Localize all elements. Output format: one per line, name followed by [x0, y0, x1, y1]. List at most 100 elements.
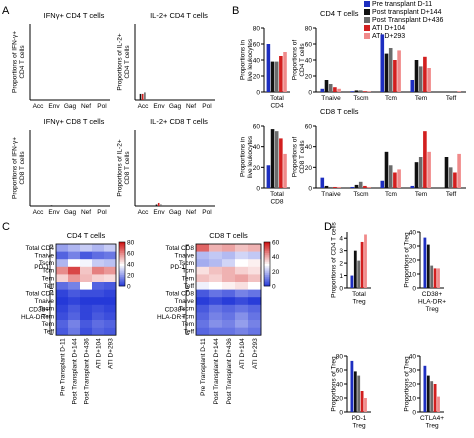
legend-label-3: ATI D+104	[372, 25, 405, 32]
chart-c2-row-label: Teff	[184, 329, 195, 336]
chart-b4-bar-tcm-s0	[380, 180, 385, 188]
chart-d3-bar-pd-1-treg-s4	[364, 398, 367, 412]
chart-d4-ylabel: Proportions of Treg	[403, 356, 410, 412]
chart-c2-cell	[235, 320, 249, 328]
chart-c1-cell	[92, 327, 105, 336]
chart-c1-cell	[92, 251, 105, 260]
chart-b2-bar-tem-s0	[410, 80, 415, 92]
chart-c1-cell	[68, 244, 81, 252]
chart-a4-title: IL-2+ CD8 T cells	[150, 117, 208, 126]
chart-b4-bar-tcm-s2	[388, 165, 393, 188]
chart-a1-xtick-label: Pol	[97, 103, 107, 110]
chart-b4-bar-tem-s4	[427, 151, 431, 188]
chart-c2-colorbar-step	[264, 282, 270, 285]
chart-b3-tick-label: 40	[253, 144, 261, 151]
chart-b3-tick-label: 20	[253, 165, 261, 172]
chart-c2-cell	[222, 327, 236, 336]
chart-c2-group-label: HLA-DR+	[157, 314, 185, 321]
chart-c2-cell	[222, 251, 236, 260]
chart-b2-xtick-label: Tscm	[353, 95, 368, 102]
chart-c1-cell	[92, 244, 105, 252]
chart-c2-cell	[248, 244, 262, 252]
chart-c1-cell	[68, 251, 81, 260]
legend-swatch-0	[364, 1, 370, 7]
chart-c2-row-label: Tnaive	[174, 253, 194, 260]
chart-c2-row-label: Teff	[184, 283, 195, 290]
chart-b3-tick-label: 0	[256, 186, 260, 193]
chart-c2-colorbar-step	[264, 278, 270, 281]
chart-c1-colorbar-tick: 20	[127, 273, 135, 280]
chart-c2-colorbar-step	[264, 271, 270, 274]
chart-c2-cell	[235, 251, 249, 260]
chart-b1-ylabel: live leukocytes	[247, 38, 254, 81]
chart-c1-cell	[68, 274, 81, 283]
legend-swatch-2	[364, 17, 370, 23]
chart-c2-cell	[222, 274, 236, 283]
chart-b1-tick-label: 20	[253, 74, 261, 81]
chart-c2-cell	[196, 282, 210, 290]
chart-c1-cell	[104, 327, 117, 336]
chart-c1-row-label: Tem	[42, 321, 54, 328]
chart-c2-colorbar-tick: 20	[272, 269, 280, 276]
chart-c2-title: CD8 T cells	[209, 231, 248, 240]
chart-d4-bar-ctla4-treg-s1	[426, 375, 430, 412]
chart-c2-colorbar-step	[264, 267, 270, 270]
chart-b4-tick-label: 20	[305, 165, 313, 172]
chart-b4-bar-teff-s2	[448, 167, 453, 188]
chart-c2-colorbar-step	[264, 262, 270, 265]
chart-d4-tick-label: 30	[409, 368, 417, 375]
chart-a3-xtick-label: Env	[48, 209, 60, 216]
chart-a3-xtick-label: Pol	[97, 209, 107, 216]
chart-a3-ylabel: Proportions of IFN-γ+	[12, 137, 19, 199]
chart-b3-xtick-label: Total	[270, 191, 284, 198]
chart-c2-cell	[248, 282, 262, 290]
chart-b2-bar-tscm-s3	[363, 91, 367, 92]
chart-c1-row-label: Tnaive	[34, 253, 54, 260]
chart-b2-tick-label: 20	[305, 74, 313, 81]
chart-c1-colorbar-step	[119, 256, 125, 259]
chart-d4-bar-ctla4-treg-s0	[423, 365, 427, 412]
chart-b3-ylabel: live leukocytes	[247, 135, 254, 178]
chart-b1-bar-total-cd4-s4	[283, 52, 287, 92]
chart-d2-tick-label: 10	[409, 272, 417, 279]
chart-b4-xtick-label: Tem	[415, 191, 427, 198]
chart-c2-cell	[209, 320, 223, 328]
chart-d2-tick-label: 30	[409, 244, 417, 251]
chart-c1-cell	[68, 282, 81, 290]
chart-c1-cell	[68, 320, 81, 328]
chart-c2-colorbar-step	[264, 251, 270, 254]
chart-c1-cell	[104, 312, 117, 321]
chart-c2-colorbar-step	[264, 242, 270, 245]
chart-b4-ylabel: Proportions of	[292, 137, 299, 178]
chart-c2-cell	[209, 266, 223, 275]
chart-d2-tick-label: 20	[409, 258, 417, 265]
chart-a2-bar-acc-s0	[139, 93, 142, 100]
chart-c1-cell	[56, 266, 69, 275]
chart-c1-group-bracket	[49, 244, 53, 289]
chart-b4-bar-tscm-s0	[350, 186, 355, 188]
chart-c2-cell	[248, 312, 262, 321]
chart-a1-ylabel: CD4 T cells	[19, 45, 26, 79]
chart-d4-xtick-label: CTLA4+	[420, 415, 444, 422]
chart-c1-row-label: Teff	[44, 283, 55, 290]
chart-c1-cell	[56, 251, 69, 260]
chart-a4-xtick-label: Env	[153, 209, 165, 216]
chart-b3-bar-total-cd8-s0	[266, 165, 271, 188]
chart-b1-bar-total-cd4-s2	[274, 61, 279, 92]
chart-c1-cell	[56, 274, 69, 283]
chart-c2-row-label: Tem	[182, 321, 194, 328]
chart-c1-cell	[56, 312, 69, 321]
chart-b4-bar-tnaive-s4	[337, 186, 341, 188]
chart-c1-cell	[92, 312, 105, 321]
chart-c2-colorbar-step	[264, 265, 270, 268]
chart-a4-ylabel: Proportions of IL-2+	[117, 139, 124, 196]
chart-c1-cell	[68, 312, 81, 321]
panel-label-a: A	[2, 5, 10, 17]
chart-c1-group-bracket	[49, 290, 53, 335]
chart-b4-bar-tcm-s4	[397, 169, 401, 188]
chart-b2-bar-tcm-s4	[397, 50, 401, 92]
chart-c1-colorbar-step	[119, 247, 125, 250]
chart-c2-col-label: ATI D+104	[239, 338, 246, 369]
chart-d2-tick-label: 40	[409, 230, 417, 237]
chart-c2-group-bracket	[185, 244, 189, 289]
